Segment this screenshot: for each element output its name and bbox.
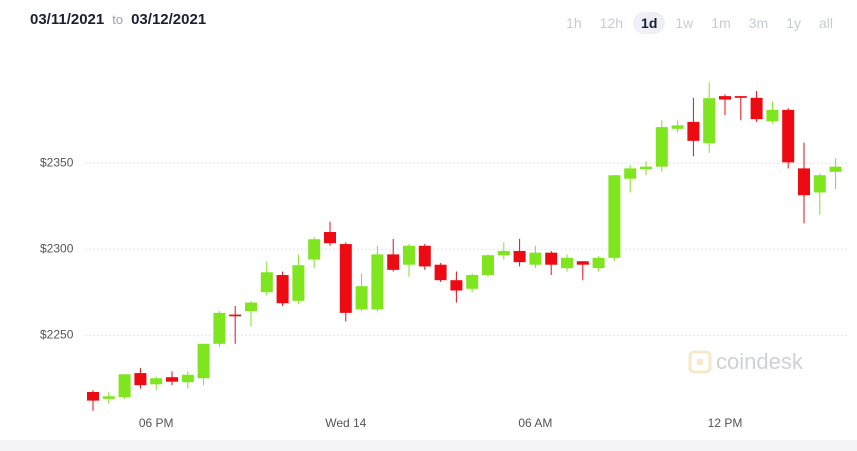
- y-tick-label: $2250: [40, 327, 74, 341]
- candle-body: [213, 312, 226, 344]
- candle-body: [655, 127, 668, 167]
- candle-body: [324, 232, 336, 244]
- candle-body: [434, 264, 447, 281]
- y-tick-label: $2350: [40, 155, 74, 169]
- candle-body: [245, 302, 257, 312]
- range-button[interactable]: 1w: [675, 15, 694, 31]
- candle-body: [703, 98, 716, 144]
- range-button[interactable]: 3m: [748, 15, 769, 31]
- range-button[interactable]: 12h: [599, 15, 624, 31]
- candle-body: [545, 252, 558, 265]
- candle-body: [750, 97, 763, 120]
- candle-body: [166, 377, 178, 382]
- candle-body: [497, 250, 510, 256]
- candle-body: [513, 250, 526, 263]
- candle-body: [118, 374, 131, 398]
- candle-body: [529, 252, 542, 265]
- candle-body: [260, 272, 273, 293]
- candle-body: [134, 373, 147, 386]
- candle-body: [766, 109, 779, 122]
- candle-body: [576, 261, 589, 265]
- range-button[interactable]: 1h: [566, 15, 582, 31]
- candle-body: [450, 280, 463, 291]
- candle-body: [229, 314, 242, 317]
- candle-body: [102, 396, 115, 399]
- candle-body: [592, 257, 605, 269]
- candle-body: [798, 168, 810, 196]
- candle-body: [671, 125, 684, 129]
- candle-body: [355, 286, 368, 310]
- candle-body: [734, 96, 747, 98]
- candle-body: [418, 245, 431, 267]
- date-range: 03/11/2021 to 03/12/2021: [30, 11, 206, 28]
- candle-body: [640, 166, 652, 170]
- watermark-logo: [688, 350, 712, 374]
- candle-body: [624, 168, 637, 179]
- candle-body: [829, 166, 842, 172]
- x-tick-label: 06 AM: [518, 416, 552, 430]
- candle-body: [608, 175, 621, 258]
- x-tick-label: 06 PM: [139, 416, 174, 430]
- date-separator: to: [112, 12, 124, 27]
- x-tick-label: 12 PM: [708, 416, 743, 430]
- range-selector: 1h 12h 1d 1w 1m 3m 1y all: [558, 12, 841, 34]
- candle-body: [719, 96, 731, 100]
- candle-body: [276, 275, 289, 304]
- candle-body: [87, 391, 99, 401]
- y-tick-label: $2300: [40, 241, 74, 255]
- range-button[interactable]: all: [818, 15, 833, 31]
- watermark: coindesk: [716, 349, 804, 374]
- range-button[interactable]: 1d: [633, 12, 666, 34]
- candle-body: [150, 378, 163, 385]
- footer-band: [0, 440, 857, 451]
- candle-body: [181, 374, 194, 383]
- candle-body: [387, 254, 400, 270]
- candle-body: [197, 343, 210, 379]
- candle-body: [292, 265, 305, 301]
- candle-body: [339, 244, 352, 313]
- candle-body: [308, 239, 321, 260]
- date-to: 03/12/2021: [131, 11, 207, 28]
- range-button[interactable]: 1m: [711, 15, 731, 31]
- candle-body: [466, 275, 479, 289]
- candle-body: [561, 257, 573, 269]
- x-tick-label: Wed 14: [325, 416, 366, 430]
- candle-body: [782, 109, 795, 163]
- candle-body: [687, 121, 700, 141]
- candle-body: [403, 245, 415, 265]
- candle-body: [813, 175, 826, 193]
- range-button[interactable]: 1y: [786, 15, 801, 31]
- date-from: 03/11/2021: [30, 11, 105, 28]
- candle-body: [371, 254, 384, 310]
- candle-body: [482, 255, 494, 276]
